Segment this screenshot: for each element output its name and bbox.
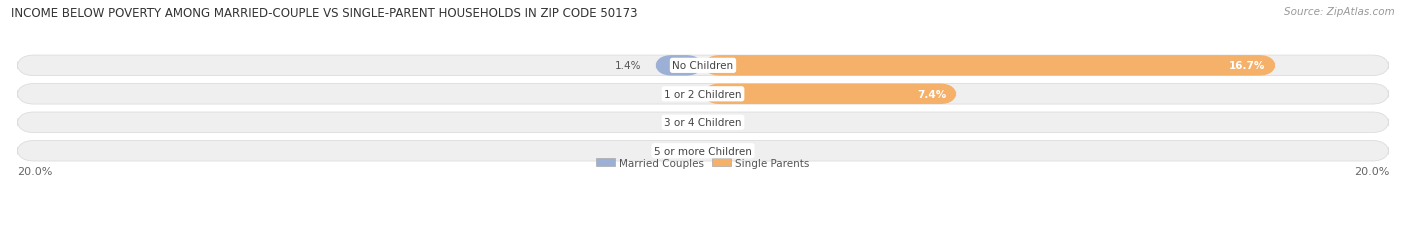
Text: 20.0%: 20.0% (1354, 166, 1389, 176)
FancyBboxPatch shape (17, 112, 1389, 133)
Text: 0.0%: 0.0% (664, 89, 689, 99)
Text: 0.0%: 0.0% (664, 118, 689, 128)
Text: 20.0%: 20.0% (17, 166, 52, 176)
Legend: Married Couples, Single Parents: Married Couples, Single Parents (592, 154, 814, 172)
Text: 3 or 4 Children: 3 or 4 Children (664, 118, 742, 128)
FancyBboxPatch shape (703, 56, 1275, 76)
FancyBboxPatch shape (703, 84, 957, 105)
Text: 5 or more Children: 5 or more Children (654, 146, 752, 156)
Text: 1.4%: 1.4% (614, 61, 641, 71)
Text: INCOME BELOW POVERTY AMONG MARRIED-COUPLE VS SINGLE-PARENT HOUSEHOLDS IN ZIP COD: INCOME BELOW POVERTY AMONG MARRIED-COUPL… (11, 7, 638, 20)
Text: 1 or 2 Children: 1 or 2 Children (664, 89, 742, 99)
Text: Source: ZipAtlas.com: Source: ZipAtlas.com (1284, 7, 1395, 17)
Text: 7.4%: 7.4% (917, 89, 946, 99)
FancyBboxPatch shape (17, 141, 1389, 161)
FancyBboxPatch shape (17, 84, 1389, 105)
Text: 0.0%: 0.0% (717, 118, 742, 128)
FancyBboxPatch shape (17, 56, 1389, 76)
Text: 0.0%: 0.0% (717, 146, 742, 156)
FancyBboxPatch shape (655, 56, 703, 76)
Text: 0.0%: 0.0% (664, 146, 689, 156)
Text: 16.7%: 16.7% (1229, 61, 1265, 71)
Text: No Children: No Children (672, 61, 734, 71)
